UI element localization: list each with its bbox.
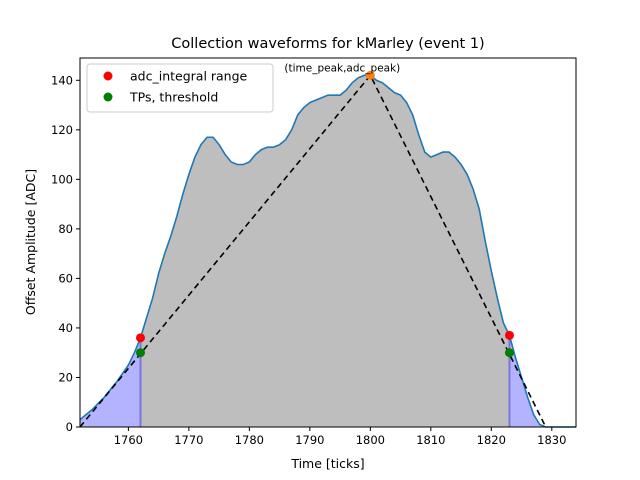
y-tick-label: 0 (66, 420, 73, 434)
triangle-dashed-line (79, 73, 547, 428)
legend-box (86, 63, 274, 113)
legend-marker-tps-threshold (103, 92, 113, 102)
x-tick-label: 1760 (114, 433, 143, 447)
y-tick-label: 60 (58, 271, 73, 285)
legend-label-adc-integral: adc_integral range (130, 69, 248, 84)
x-tick-label: 1820 (477, 433, 506, 447)
x-tick-label: 1790 (295, 433, 324, 447)
marker-point (504, 330, 514, 340)
legend-marker-adc-integral (103, 71, 113, 81)
legend-label-tps-threshold: TPs, threshold (129, 90, 218, 105)
y-tick-label: 20 (58, 370, 73, 384)
x-tick-label: 1770 (174, 433, 203, 447)
y-axis-label: Offset Amplitude [ADC] (23, 169, 38, 315)
marker-point (135, 333, 145, 343)
y-tick-label: 140 (51, 73, 73, 87)
outside-fill-0 (80, 337, 141, 427)
y-tick-label: 100 (51, 172, 73, 186)
y-tick-label: 80 (58, 222, 73, 236)
y-axis: 0 20 40 60 80 100 120 140 (51, 73, 80, 434)
y-tick-label: 40 (58, 321, 73, 335)
chart-title: Collection waveforms for kMarley (event … (171, 36, 484, 52)
integral-fill (140, 75, 510, 427)
marker-point (365, 70, 375, 80)
outside-fill-1 (509, 335, 546, 427)
legend: adc_integral range TPs, threshold (86, 63, 274, 113)
marker-point (504, 348, 514, 358)
x-axis-label: Time [ticks] (290, 456, 364, 471)
x-tick-label: 1800 (356, 433, 385, 447)
marker-point (135, 348, 145, 358)
plot-frame (79, 57, 577, 428)
x-axis: 1760 1770 1780 1790 1800 1810 1820 1830 (114, 427, 566, 447)
plot-area (79, 70, 576, 428)
x-tick-label: 1830 (537, 433, 566, 447)
peak-annotation: (time_peak,adc_peak) (284, 62, 400, 74)
x-tick-label: 1810 (416, 433, 445, 447)
y-tick-label: 120 (51, 123, 73, 137)
x-tick-label: 1780 (235, 433, 264, 447)
waveform-line (79, 74, 576, 428)
